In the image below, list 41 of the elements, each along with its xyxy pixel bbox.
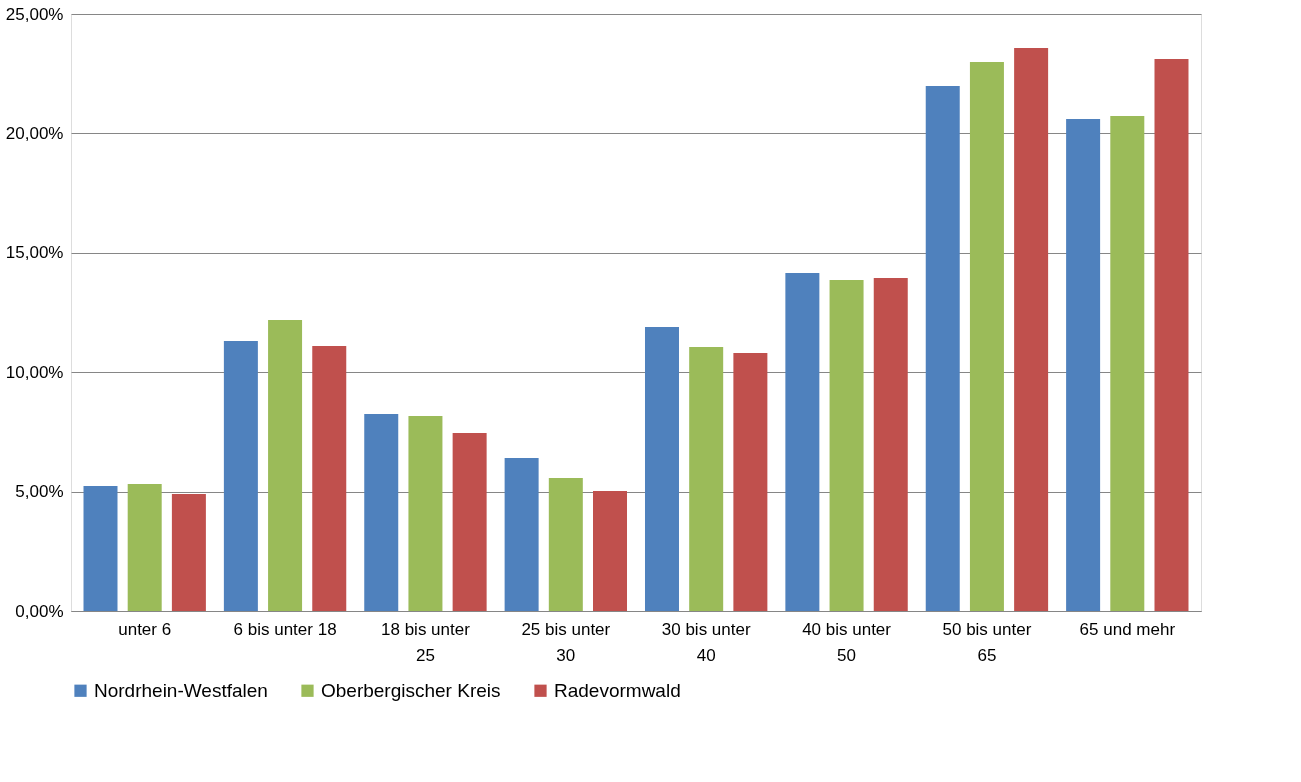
legend-label: Nordrhein-Westfalen: [94, 679, 268, 701]
bar: [593, 490, 628, 611]
x-tick-label: 25 bis unter 30: [521, 619, 611, 665]
bar: [312, 345, 347, 611]
bar: [689, 346, 724, 611]
bar: [548, 477, 583, 611]
bar: [1154, 58, 1189, 611]
bar: [364, 413, 399, 611]
bar: [829, 280, 864, 611]
x-tick-label: 18 bis unter 25: [381, 619, 471, 665]
legend-label: Radevormwald: [554, 679, 681, 701]
legend-label: Oberbergischer Kreis: [321, 679, 501, 701]
bar: [785, 273, 820, 611]
y-tick-label: 25,00%: [5, 4, 64, 24]
x-tick-label: 30 bis unter 40: [661, 619, 751, 665]
x-tick-label: unter 6: [118, 619, 172, 639]
bar: [644, 327, 679, 611]
y-tick-label: 0,00%: [15, 601, 64, 621]
bar: [223, 340, 258, 611]
bar: [925, 86, 960, 611]
bar: [83, 486, 118, 611]
bar: [504, 457, 539, 611]
bar: [969, 62, 1004, 611]
y-tick-label: 10,00%: [5, 362, 64, 382]
x-tick-label: 65 und mehr: [1079, 619, 1176, 639]
bar: [1014, 47, 1049, 611]
x-tick-label: 40 bis unter 50: [802, 619, 892, 665]
y-tick-label: 15,00%: [5, 243, 64, 263]
bar: [127, 483, 162, 611]
bar: [873, 278, 908, 611]
bar: [1110, 115, 1145, 611]
bar: [408, 415, 443, 611]
bar: [452, 433, 487, 611]
bar: [1066, 119, 1101, 611]
x-tick-label: 6 bis unter 18: [233, 619, 337, 639]
bar: [733, 353, 768, 611]
bar: [268, 319, 303, 611]
y-tick-label: 20,00%: [5, 123, 64, 143]
y-tick-label: 5,00%: [15, 482, 64, 502]
x-tick-label: 50 bis unter 65: [942, 619, 1032, 665]
bar: [171, 493, 206, 611]
